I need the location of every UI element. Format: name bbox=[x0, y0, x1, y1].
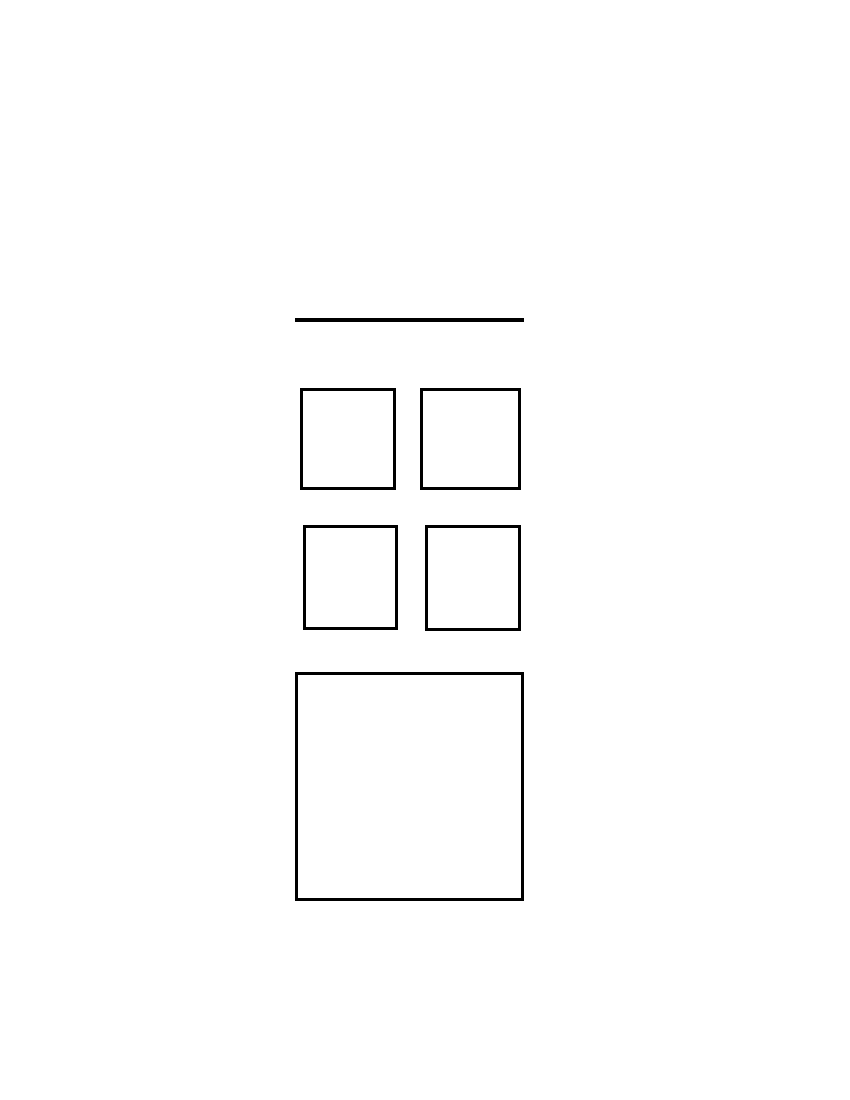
zoom-window-left bbox=[300, 388, 396, 490]
time-axis bbox=[295, 318, 524, 360]
contour-xaxis bbox=[295, 901, 524, 933]
seismogram-traces-svg bbox=[295, 165, 524, 325]
misfit-surface-canvas bbox=[298, 675, 521, 898]
axis-line bbox=[295, 318, 524, 322]
zoom-window-right bbox=[420, 388, 521, 490]
particle-motion-left bbox=[303, 525, 398, 630]
zoom-right-svg bbox=[423, 391, 518, 487]
particle-motion-right-svg bbox=[428, 528, 518, 628]
contour-yaxis bbox=[247, 672, 295, 907]
zoom-left-svg bbox=[303, 391, 393, 487]
seismogram-panel bbox=[295, 165, 524, 325]
particle-motion-right bbox=[425, 525, 521, 631]
particle-motion-left-svg bbox=[306, 528, 395, 627]
misfit-surface-plot bbox=[295, 672, 524, 901]
